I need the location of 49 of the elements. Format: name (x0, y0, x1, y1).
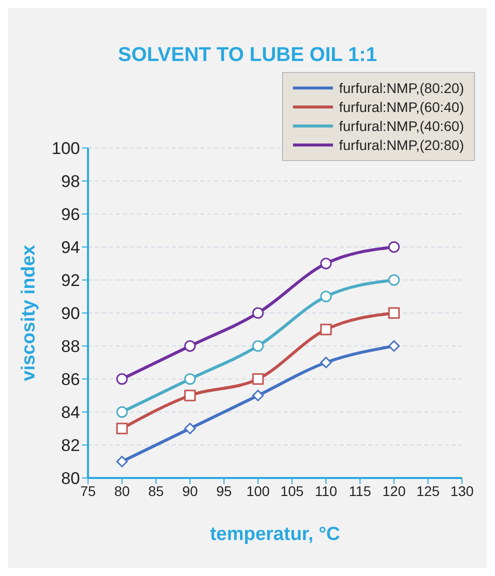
y-tick-label: 98 (61, 172, 80, 192)
y-tick-label: 100 (52, 139, 80, 158)
point (252, 307, 264, 319)
x-tick-label: 125 (416, 482, 440, 499)
point (252, 340, 264, 352)
point (320, 324, 332, 336)
point (184, 373, 196, 385)
legend-label: furfural:NMP,(80:20) (338, 80, 464, 96)
point (388, 307, 400, 319)
chart-title: SOLVENT TO LUBE OIL 1:1 (117, 44, 378, 67)
point (320, 290, 332, 302)
point (320, 258, 332, 270)
x-tick-label: 105 (280, 482, 304, 499)
point (252, 390, 264, 402)
x-tick-label: 100 (246, 482, 270, 499)
point (116, 406, 128, 418)
point (184, 340, 196, 352)
point (116, 456, 128, 468)
y-tick-label: 88 (61, 337, 80, 356)
x-axis-title: temperatur, °C (210, 524, 340, 545)
y-tick-label: 92 (61, 271, 80, 290)
point (320, 356, 332, 368)
x-tick-label: 115 (348, 482, 372, 499)
x-tick-label: 80 (114, 482, 130, 499)
x-tick-label: 130 (450, 482, 474, 499)
y-tick-label: 86 (61, 370, 80, 390)
point (116, 422, 128, 434)
point (388, 274, 400, 286)
x-tick-label: 110 (314, 482, 338, 499)
point (116, 373, 128, 385)
x-tick-label: 90 (182, 482, 198, 499)
x-tick-label: 95 (216, 482, 232, 499)
y-tick-label: 96 (61, 205, 80, 224)
legend-label: furfural:NMP,(20:80) (338, 137, 464, 153)
point (388, 340, 400, 352)
x-tick-label: 85 (148, 482, 164, 499)
point (252, 373, 264, 385)
y-axis-title: viscosity index (18, 244, 40, 382)
y-tick-label: 90 (61, 304, 80, 324)
legend-label: furfural:NMP,(60:40) (338, 99, 464, 115)
point (184, 390, 196, 402)
y-tick-label: 94 (61, 238, 80, 258)
point (184, 422, 196, 434)
x-tick-label: 120 (382, 482, 406, 499)
legend-label: furfural:NMP,(40:60) (338, 118, 464, 134)
x-tick-label: 75 (80, 482, 96, 499)
y-tick-label: 84 (61, 403, 80, 422)
y-tick-label: 82 (61, 436, 80, 456)
point (388, 241, 400, 253)
